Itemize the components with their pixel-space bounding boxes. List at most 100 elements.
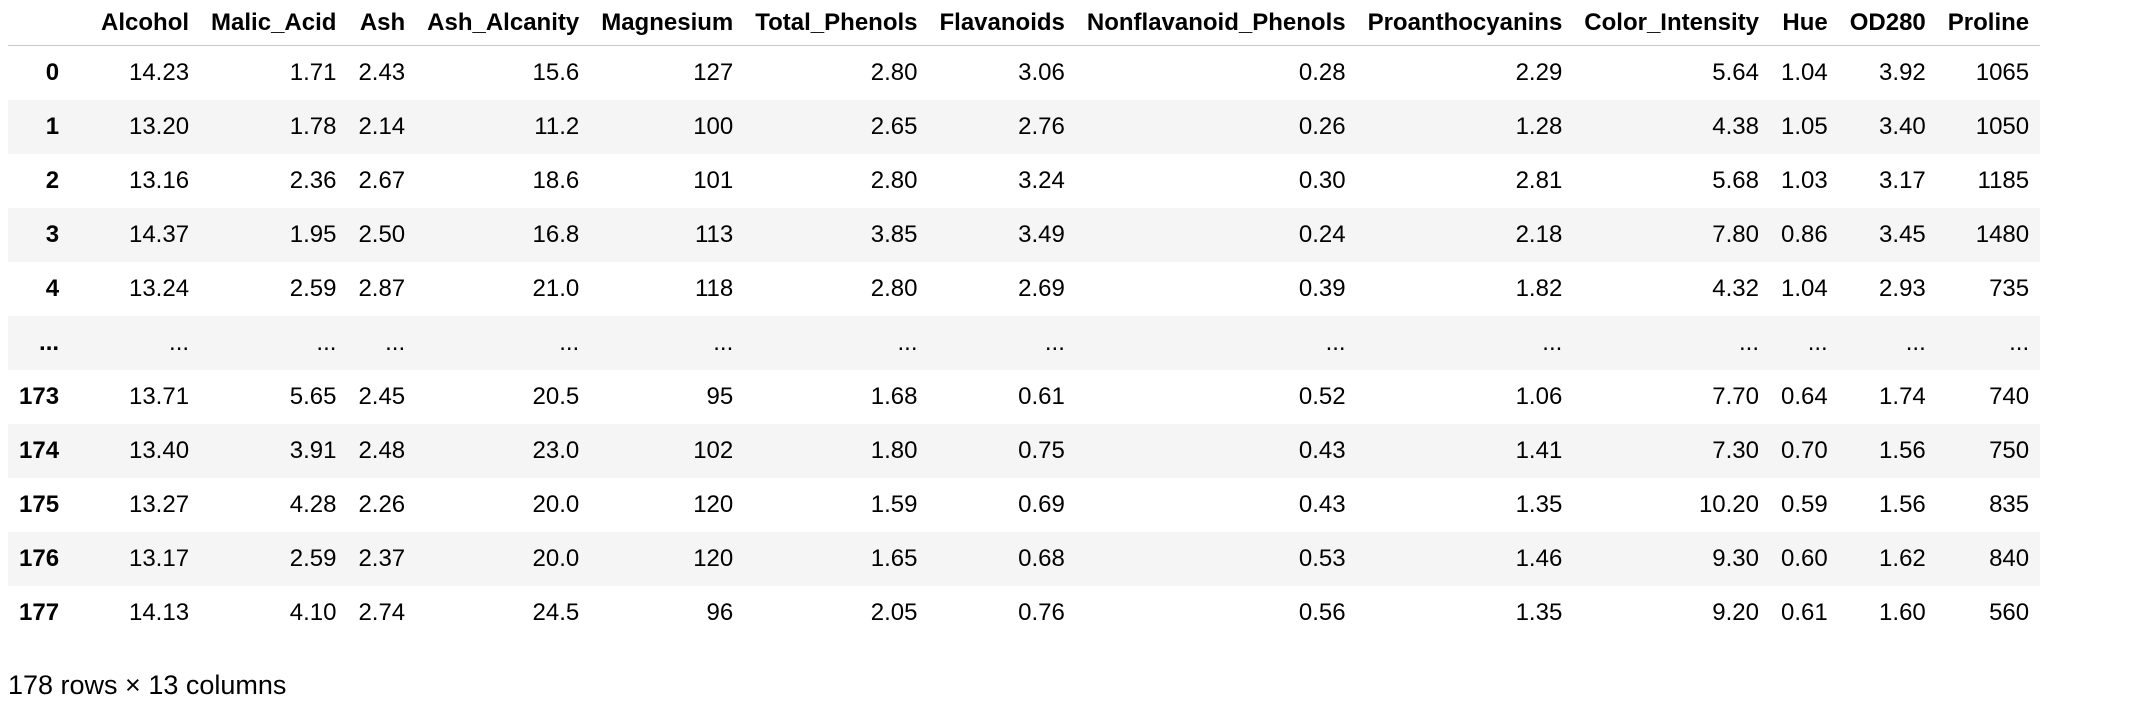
table-cell: 13.17	[128, 545, 190, 572]
table-cell: 1050	[1975, 113, 2030, 140]
table-cell: 0.61	[1018, 383, 1065, 410]
table-cell: 15.6	[532, 59, 580, 86]
table-cell: 2.29	[1515, 59, 1563, 86]
table-cell: 2.59	[289, 545, 337, 572]
column-header-proline: Proline	[1936, 0, 2041, 46]
table-row: 1 13.20 1.78 2.14 11.2 100 2.65 2.76 0.26 1.28 4.3…	[8, 100, 2041, 154]
table-cell: 1.82	[1515, 275, 1563, 302]
table-cell: 0.68	[1018, 545, 1065, 572]
column-header-malic-acid: Malic_Acid	[200, 0, 348, 46]
column-header-hue: Hue	[1770, 0, 1839, 46]
table-cell: 0.43	[1298, 437, 1346, 464]
table-cell: 1185	[1977, 167, 2030, 194]
table-row: 173 13.71 5.65 2.45 20.5 95 1.68 0.61 0.52 1.06 7.…	[8, 370, 2040, 424]
row-index: 173	[19, 383, 60, 410]
row-index: 176	[19, 545, 60, 572]
row-index: 2	[45, 167, 60, 194]
table-cell: 1.41	[1515, 437, 1563, 464]
shape-summary: 178 rows × 13 columns	[8, 670, 287, 700]
table-cell: 0.61	[1781, 599, 1828, 626]
table-cell: 740	[1989, 383, 2030, 410]
table-cell: 101	[693, 167, 734, 194]
table-row: 4 13.24 2.59 2.87 21.0 118 2.80 2.69 0.39 1.82 4.3…	[8, 262, 2040, 316]
table-cell: 2.48	[358, 437, 406, 464]
table-cell: 1.03	[1781, 167, 1828, 194]
table-cell: 0.59	[1781, 491, 1828, 518]
index-header	[8, 0, 71, 46]
table-row: 174 13.40 3.91 2.48 23.0 102 1.80 0.75 0.43 1.41 7…	[8, 424, 2041, 478]
table-cell: 2.36	[289, 167, 337, 194]
table-cell: 20.0	[532, 545, 580, 572]
table-cell: 0.60	[1781, 545, 1828, 572]
table-cell: 4.10	[289, 599, 337, 626]
column-header-ash: Ash	[347, 0, 417, 46]
table-cell: 1.46	[1515, 545, 1563, 572]
table-cell: 10.20	[1698, 491, 1759, 518]
table-cell: 13.27	[128, 491, 190, 518]
table-cell: ...	[1542, 329, 1563, 356]
table-cell: 120	[693, 491, 734, 518]
table-cell: ...	[1905, 329, 1926, 356]
table-cell: ...	[713, 329, 734, 356]
column-header-od280: OD280	[1838, 0, 1937, 46]
table-cell: 3.45	[1879, 221, 1926, 248]
table-cell: 127	[693, 59, 734, 86]
column-header-proanthocyanins: Proanthocyanins	[1356, 0, 1574, 46]
table-cell: 0.53	[1298, 545, 1346, 572]
table-cell: 2.65	[870, 113, 918, 140]
table-cell: 2.45	[358, 383, 406, 410]
table-cell: ...	[169, 329, 190, 356]
table-cell: 1.05	[1781, 113, 1828, 140]
row-index: 177	[19, 599, 60, 626]
row-index: 4	[45, 275, 60, 302]
table-row: 3 14.37 1.95 2.50 16.8 113 3.85 3.49 0.24 2.18 7.8…	[8, 208, 2041, 262]
table-row: ........................................…	[8, 316, 2041, 370]
table-cell: 1.78	[289, 113, 337, 140]
table-body: 0 14.23 1.71 2.43 15.6 127 2.80 3.06 0.28 2.29 5.6…	[8, 46, 2041, 641]
table-cell: 4.32	[1712, 275, 1759, 302]
table-cell: 16.8	[532, 221, 580, 248]
table-cell: 113	[694, 221, 734, 248]
table-cell: 13.40	[128, 437, 190, 464]
table-cell: 750	[1989, 437, 2030, 464]
row-index: 3	[45, 221, 60, 248]
table-cell: 835	[1989, 491, 2030, 518]
table-cell: 3.92	[1879, 59, 1926, 86]
table-cell: 1.04	[1781, 275, 1828, 302]
table-cell: 7.30	[1712, 437, 1759, 464]
header-row: Alcohol Malic_Acid Ash Ash_Alcanity Magnesiu…	[8, 0, 2041, 46]
table-cell: ...	[316, 329, 337, 356]
table-cell: ...	[559, 329, 580, 356]
table-cell: 2.14	[358, 113, 406, 140]
table-cell: 1480	[1975, 221, 2030, 248]
table-cell: 0.43	[1298, 491, 1346, 518]
table-cell: 1.74	[1879, 383, 1926, 410]
table-cell: 3.91	[289, 437, 337, 464]
table-cell: 1.71	[289, 59, 337, 86]
table-cell: 2.43	[358, 59, 406, 86]
dataframe-table: Alcohol Malic_Acid Ash Ash_Alcanity Magnesiu…	[8, 0, 2041, 641]
table-cell: 13.71	[128, 383, 190, 410]
table-cell: 2.93	[1879, 275, 1926, 302]
table-cell: 2.50	[358, 221, 406, 248]
table-cell: 13.16	[128, 167, 190, 194]
table-cell: ...	[385, 329, 406, 356]
table-cell: 2.81	[1515, 167, 1563, 194]
table-cell: 5.65	[289, 383, 337, 410]
table-header: Alcohol Malic_Acid Ash Ash_Alcanity Magnesiu…	[8, 0, 2041, 46]
table-cell: 2.18	[1515, 221, 1563, 248]
table-row: 176 13.17 2.59 2.37 20.0 120 1.65 0.68 0.53 1.46 9…	[8, 532, 2041, 586]
table-cell: ...	[1044, 329, 1065, 356]
table-cell: 1.62	[1879, 545, 1926, 572]
table-cell: 3.85	[870, 221, 918, 248]
table-cell: 560	[1989, 599, 2030, 626]
row-index: 174	[19, 437, 60, 464]
table-cell: 1.80	[870, 437, 918, 464]
table-cell: 7.80	[1712, 221, 1759, 248]
table-cell: 1065	[1975, 59, 2030, 86]
table-cell: 2.26	[358, 491, 406, 518]
table-cell: 4.38	[1712, 113, 1759, 140]
column-header-magnesium: Magnesium	[590, 0, 745, 46]
table-cell: 3.06	[1018, 59, 1065, 86]
